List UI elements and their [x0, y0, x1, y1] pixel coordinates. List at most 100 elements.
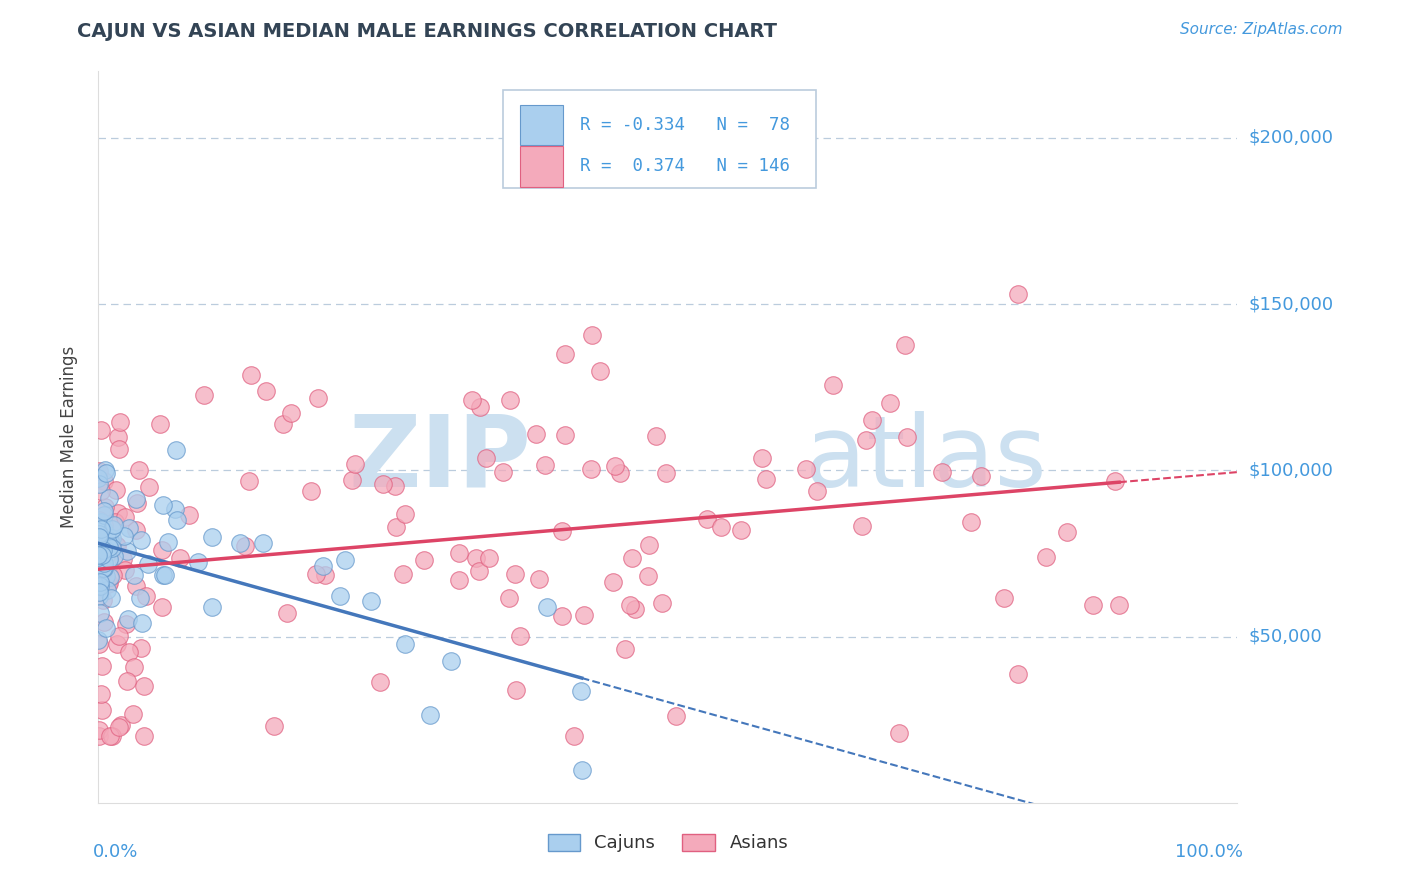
Point: [754, 472, 776, 486]
Point: [609, 466, 631, 480]
Point: [100, 591, 122, 606]
Point: [475, 451, 498, 466]
Point: [94, 500, 117, 514]
Text: $150,000: $150,000: [1249, 295, 1333, 313]
Point: [579, 461, 602, 475]
Point: [505, 683, 527, 698]
Point: [100, 522, 122, 536]
Point: [307, 392, 329, 406]
Point: [93, 561, 115, 575]
Point: [384, 479, 406, 493]
Bar: [520, 104, 562, 145]
Point: [136, 557, 159, 571]
Point: [93, 508, 115, 522]
Point: [149, 417, 172, 431]
Point: [91, 569, 114, 583]
Point: [93, 474, 115, 488]
Point: [651, 596, 673, 610]
Point: [91, 564, 114, 578]
Point: [665, 709, 688, 723]
Point: [619, 598, 641, 612]
Point: [114, 509, 136, 524]
Point: [371, 477, 394, 491]
Point: [384, 520, 406, 534]
Point: [503, 566, 526, 581]
Point: [87, 533, 110, 548]
Point: [107, 506, 129, 520]
Point: [360, 594, 382, 608]
Point: [1056, 524, 1078, 539]
Point: [94, 569, 117, 583]
Point: [87, 729, 110, 743]
Point: [165, 502, 187, 516]
Point: [581, 327, 603, 342]
Point: [413, 552, 436, 566]
Point: [344, 458, 367, 472]
Point: [138, 480, 160, 494]
Point: [125, 523, 148, 537]
Point: [855, 434, 877, 448]
Point: [638, 538, 661, 552]
Point: [89, 575, 111, 590]
Text: Source: ZipAtlas.com: Source: ZipAtlas.com: [1180, 22, 1343, 37]
Point: [90, 522, 112, 536]
Point: [529, 572, 551, 586]
Point: [98, 551, 121, 566]
Point: [969, 469, 991, 483]
Point: [169, 550, 191, 565]
Point: [534, 458, 557, 472]
Point: [1007, 666, 1029, 681]
Point: [152, 498, 174, 512]
Point: [551, 609, 574, 624]
Point: [299, 483, 322, 498]
Point: [896, 430, 918, 444]
Point: [122, 707, 145, 722]
Point: [1035, 549, 1057, 564]
Point: [304, 567, 326, 582]
Point: [637, 569, 659, 583]
Point: [340, 473, 363, 487]
Point: [240, 368, 263, 382]
Point: [103, 549, 125, 563]
Point: [536, 600, 558, 615]
Point: [104, 515, 127, 529]
Point: [238, 474, 260, 488]
Point: [152, 567, 174, 582]
Point: [87, 548, 110, 562]
Point: [621, 550, 644, 565]
Point: [101, 729, 124, 743]
Point: [710, 520, 733, 534]
Point: [129, 533, 152, 548]
Point: [467, 564, 489, 578]
Point: [114, 563, 136, 577]
Point: [93, 523, 115, 537]
Point: [201, 599, 224, 614]
Point: [96, 466, 118, 480]
Point: [87, 477, 110, 491]
Point: [89, 568, 111, 582]
Point: [108, 442, 131, 456]
Point: [122, 568, 145, 582]
Point: [394, 507, 416, 521]
Point: [254, 384, 277, 398]
Point: [96, 543, 118, 558]
Point: [314, 567, 336, 582]
Point: [103, 517, 125, 532]
Point: [465, 550, 488, 565]
Point: [105, 539, 128, 553]
Point: [993, 591, 1015, 606]
Point: [394, 637, 416, 651]
Point: [613, 642, 636, 657]
Point: [90, 521, 112, 535]
Point: [860, 413, 883, 427]
Point: [97, 540, 120, 554]
Point: [131, 640, 153, 655]
Point: [931, 465, 953, 479]
Point: [89, 464, 111, 478]
Point: [492, 465, 515, 479]
Point: [118, 521, 141, 535]
Point: [794, 461, 817, 475]
Point: [93, 504, 115, 518]
Point: [1104, 474, 1126, 488]
Text: 100.0%: 100.0%: [1175, 843, 1243, 861]
